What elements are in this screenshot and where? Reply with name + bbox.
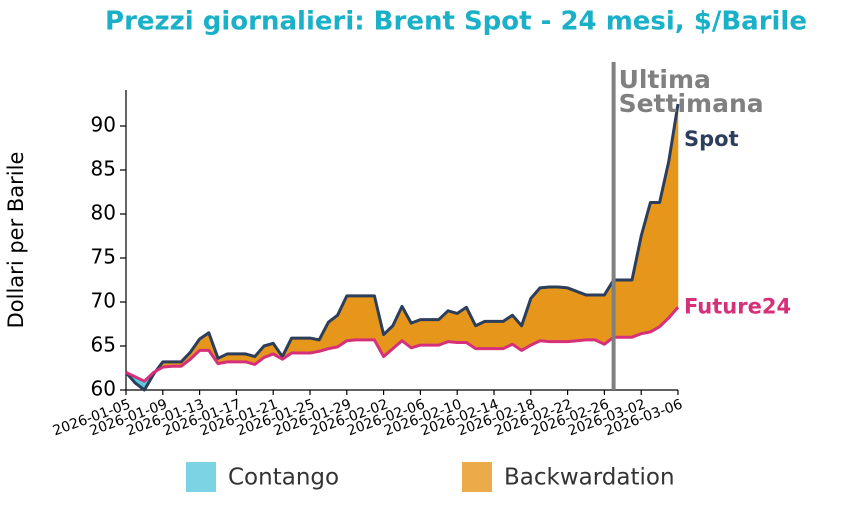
series-end-label: Future24 bbox=[684, 294, 791, 318]
spread-fill bbox=[539, 286, 550, 342]
y-tick-label: 75 bbox=[91, 245, 116, 269]
spread-fill bbox=[558, 286, 568, 342]
spread-fill bbox=[622, 279, 633, 338]
series-line bbox=[124, 103, 680, 392]
y-tick-label: 65 bbox=[91, 333, 116, 357]
spread-fill bbox=[355, 295, 366, 341]
spread-fill bbox=[364, 295, 375, 341]
marker-label: Settimana bbox=[619, 89, 764, 118]
spread-fill bbox=[346, 295, 357, 341]
spread-fill bbox=[585, 294, 596, 341]
fill-layer bbox=[125, 103, 679, 391]
spread-fill bbox=[576, 291, 587, 341]
spread-fill bbox=[548, 286, 559, 342]
series-end-label: Spot bbox=[684, 127, 739, 151]
spread-fill bbox=[429, 319, 440, 346]
spread-fill bbox=[484, 321, 495, 349]
y-tick-label: 60 bbox=[91, 377, 116, 401]
y-tick-label: 80 bbox=[91, 201, 116, 225]
spread-fill bbox=[493, 321, 504, 349]
series-line bbox=[125, 306, 680, 383]
spread-fill bbox=[447, 310, 458, 343]
legend-swatch bbox=[186, 462, 216, 492]
y-tick-label: 70 bbox=[91, 289, 116, 313]
spread-fill bbox=[300, 337, 311, 354]
spread-fill bbox=[420, 319, 430, 346]
legend-label: Contango bbox=[228, 465, 339, 491]
legend-swatch bbox=[462, 462, 492, 492]
spread-fill bbox=[567, 287, 578, 342]
spread-fill bbox=[594, 294, 605, 345]
y-tick-label: 85 bbox=[91, 157, 116, 181]
marker-label: Ultima bbox=[619, 65, 711, 94]
legend-label: Backwardation bbox=[504, 465, 675, 491]
y-tick-label: 90 bbox=[91, 113, 116, 137]
spread-fill bbox=[291, 337, 302, 354]
spread-fill bbox=[650, 202, 660, 333]
y-axis-label: Dollari per Barile bbox=[4, 152, 28, 329]
chart-title: Prezzi giornalieri: Brent Spot - 24 mesi… bbox=[105, 7, 807, 37]
